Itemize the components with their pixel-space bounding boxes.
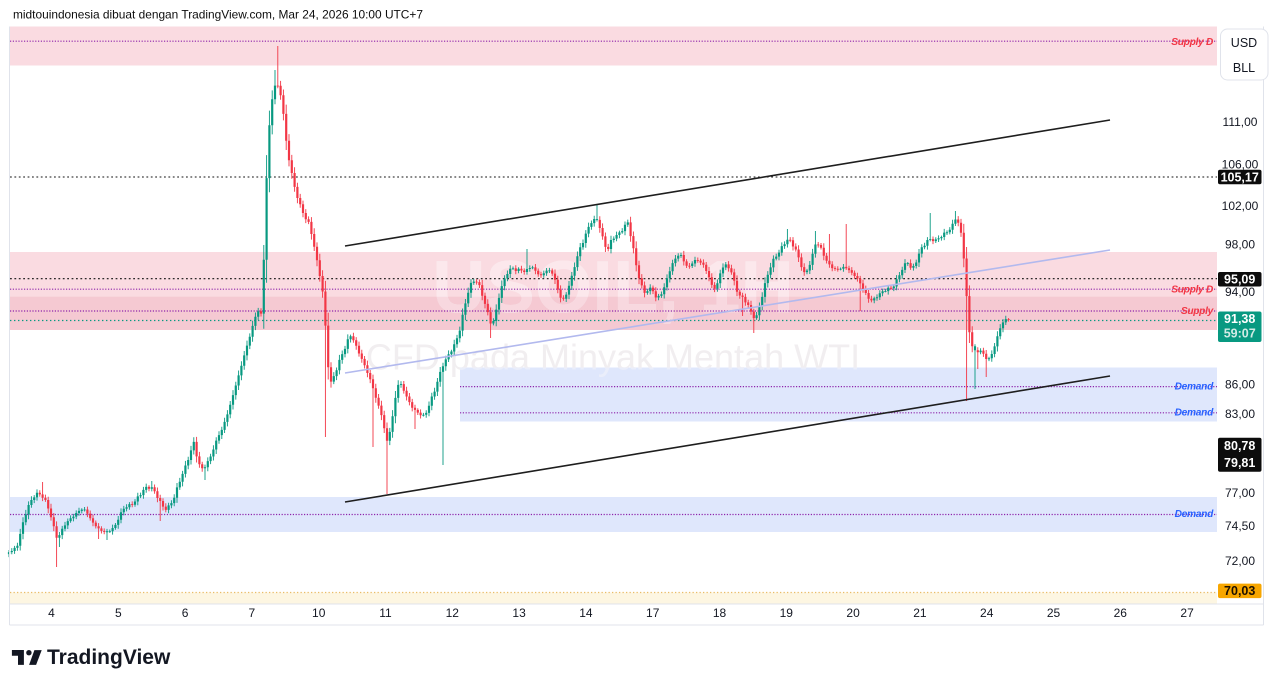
svg-text:105,17: 105,17 [1221, 170, 1259, 184]
svg-text:79,81: 79,81 [1224, 456, 1255, 470]
svg-text:25: 25 [1047, 606, 1061, 620]
svg-text:86,00: 86,00 [1225, 378, 1255, 392]
svg-text:Supply: Supply [1181, 306, 1215, 317]
svg-text:20: 20 [846, 606, 860, 620]
svg-text:11: 11 [379, 606, 392, 620]
svg-text:26: 26 [1114, 606, 1128, 620]
svg-text:7: 7 [249, 606, 256, 620]
svg-text:4: 4 [48, 606, 55, 620]
svg-text:83,00: 83,00 [1225, 407, 1255, 421]
svg-text:95,09: 95,09 [1224, 272, 1255, 286]
svg-text:midtouindonesia dibuat dengan: midtouindonesia dibuat dengan TradingVie… [13, 7, 423, 21]
svg-text:94,00: 94,00 [1225, 285, 1255, 299]
svg-text:USD: USD [1231, 36, 1257, 50]
svg-text:10: 10 [312, 606, 326, 620]
svg-text:Demand: Demand [1175, 509, 1214, 520]
svg-text:24: 24 [980, 606, 994, 620]
svg-text:102,00: 102,00 [1222, 199, 1259, 213]
svg-text:74,50: 74,50 [1225, 519, 1255, 533]
svg-text:27: 27 [1180, 606, 1194, 620]
svg-text:77,00: 77,00 [1225, 486, 1255, 500]
svg-text:106,00: 106,00 [1222, 158, 1259, 172]
svg-text:91,38: 91,38 [1224, 312, 1255, 326]
svg-text:98,00: 98,00 [1225, 238, 1255, 252]
svg-text:18: 18 [713, 606, 727, 620]
svg-text:21: 21 [913, 606, 927, 620]
svg-text:59:07: 59:07 [1224, 327, 1256, 341]
svg-text:6: 6 [182, 606, 189, 620]
svg-text:19: 19 [780, 606, 794, 620]
svg-text:80,78: 80,78 [1224, 439, 1255, 453]
svg-text:72,00: 72,00 [1225, 554, 1255, 568]
svg-text:Supply D: Supply D [1171, 37, 1214, 48]
svg-text:70,03: 70,03 [1224, 584, 1255, 598]
svg-text:Demand: Demand [1175, 407, 1214, 418]
svg-text:111,00: 111,00 [1223, 115, 1258, 129]
svg-text:12: 12 [446, 606, 460, 620]
svg-text:TradingView: TradingView [47, 646, 171, 669]
svg-text:Supply D: Supply D [1171, 285, 1214, 296]
svg-text:13: 13 [512, 606, 526, 620]
svg-text:Demand: Demand [1175, 382, 1214, 393]
svg-text:14: 14 [579, 606, 593, 620]
svg-text:BLL: BLL [1233, 61, 1255, 75]
svg-text:5: 5 [115, 606, 122, 620]
svg-text:17: 17 [646, 606, 660, 620]
